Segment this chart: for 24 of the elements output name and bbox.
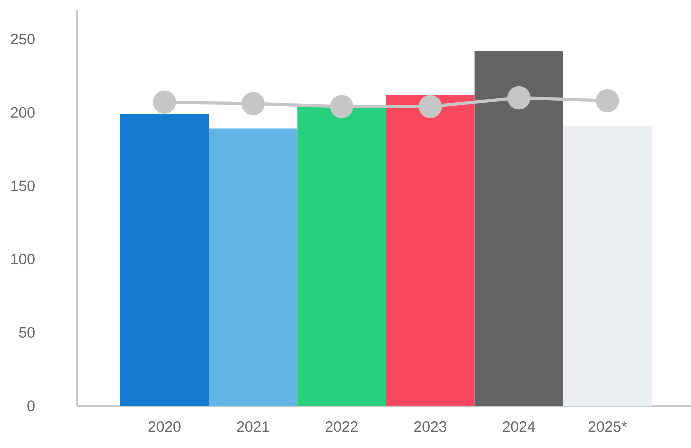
point <box>330 95 354 118</box>
bar <box>474 51 564 406</box>
y-tick-label: 0 <box>28 400 35 412</box>
point <box>242 92 265 116</box>
bar <box>563 126 652 406</box>
y-tick-label: 250 <box>11 34 35 45</box>
x-tick-label: 2025* <box>588 422 628 432</box>
x-tick-label: 2020 <box>148 422 181 432</box>
point <box>508 86 531 110</box>
x-tick-label: 2021 <box>237 422 270 432</box>
bar <box>298 105 386 406</box>
point <box>418 95 442 118</box>
bar <box>386 95 475 406</box>
x-tick-label: 2023 <box>414 422 447 432</box>
bar <box>120 114 210 406</box>
y-tick-label: 200 <box>11 107 35 118</box>
point <box>596 89 620 113</box>
y-tick-label: 50 <box>19 327 35 338</box>
bar <box>209 128 298 406</box>
y-tick-label: 100 <box>12 254 35 265</box>
point <box>153 90 176 114</box>
y-tick-label: 150 <box>12 180 35 192</box>
x-tick-label: 2022 <box>326 422 358 432</box>
x-tick-label: 2024 <box>503 422 536 432</box>
